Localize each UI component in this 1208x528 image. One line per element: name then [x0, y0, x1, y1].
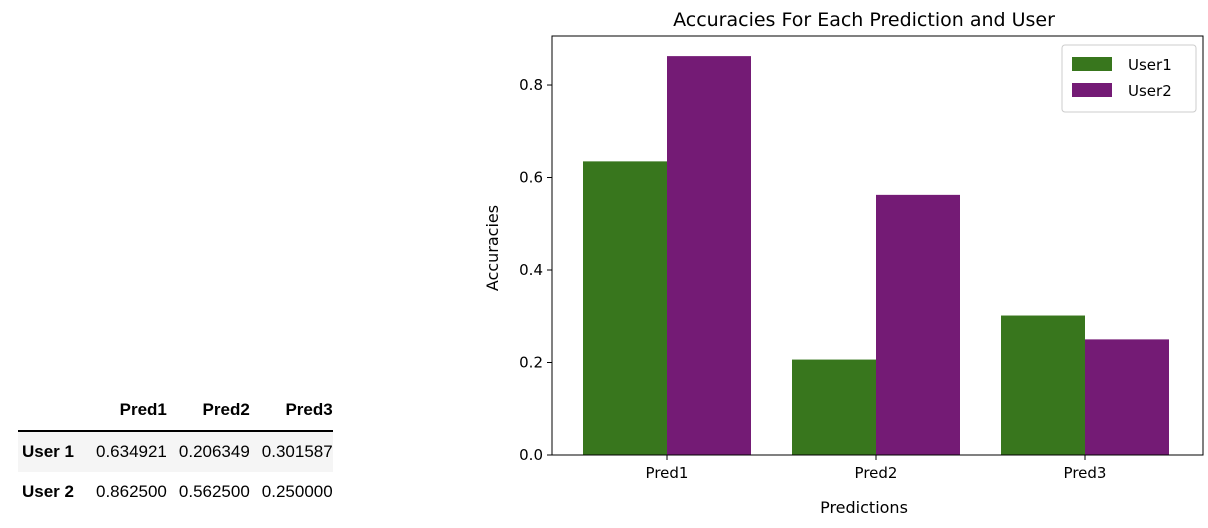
table-cell: 0.206349 [178, 442, 250, 461]
x-tick-label: Pred2 [855, 464, 898, 482]
table-row: User 2 0.862500 0.562500 0.250000 [18, 472, 333, 512]
y-tick-label: 0.6 [519, 169, 543, 187]
x-tick-label: Pred3 [1064, 464, 1107, 482]
column-header: Pred2 [202, 400, 250, 419]
table-header-row: Pred1 Pred2 Pred3 [18, 390, 333, 431]
table-cell: 0.634921 [95, 442, 167, 461]
column-header: Pred3 [285, 400, 333, 419]
bar-user2-pred3 [1085, 339, 1169, 455]
bar-user2-pred1 [667, 56, 751, 455]
legend-label-user1: User1 [1128, 56, 1172, 74]
row-header: User 1 [22, 442, 74, 461]
column-header: Pred1 [119, 400, 167, 419]
y-tick-label: 0.0 [519, 446, 543, 464]
legend-swatch-user1 [1072, 57, 1112, 71]
dataframe-table: Pred1 Pred2 Pred3 User 1 0.634921 0.2063… [18, 390, 333, 512]
bar-user1-pred1 [583, 161, 667, 455]
table-cell: 0.562500 [178, 482, 250, 501]
bar-user2-pred2 [876, 194, 960, 456]
legend-swatch-user2 [1072, 83, 1112, 97]
x-tick-label: Pred1 [646, 464, 689, 482]
table-cell: 0.301587 [261, 442, 333, 461]
bar-user1-pred3 [1001, 315, 1085, 455]
legend-label-user2: User2 [1128, 82, 1172, 100]
y-tick-label: 0.8 [519, 76, 543, 94]
bar-user1-pred2 [792, 359, 876, 455]
y-axis-label: Accuracies [483, 205, 502, 291]
y-tick-label: 0.4 [519, 261, 543, 279]
y-tick-label: 0.2 [519, 354, 543, 372]
table-cell: 0.250000 [261, 482, 333, 501]
row-header: User 2 [22, 482, 74, 501]
table-cell: 0.862500 [95, 482, 167, 501]
chart-title: Accuracies For Each Prediction and User [673, 9, 1055, 31]
x-axis-label: Predictions [820, 498, 908, 517]
table-row: User 1 0.634921 0.206349 0.301587 [18, 431, 333, 472]
plot-frame [551, 35, 1204, 456]
